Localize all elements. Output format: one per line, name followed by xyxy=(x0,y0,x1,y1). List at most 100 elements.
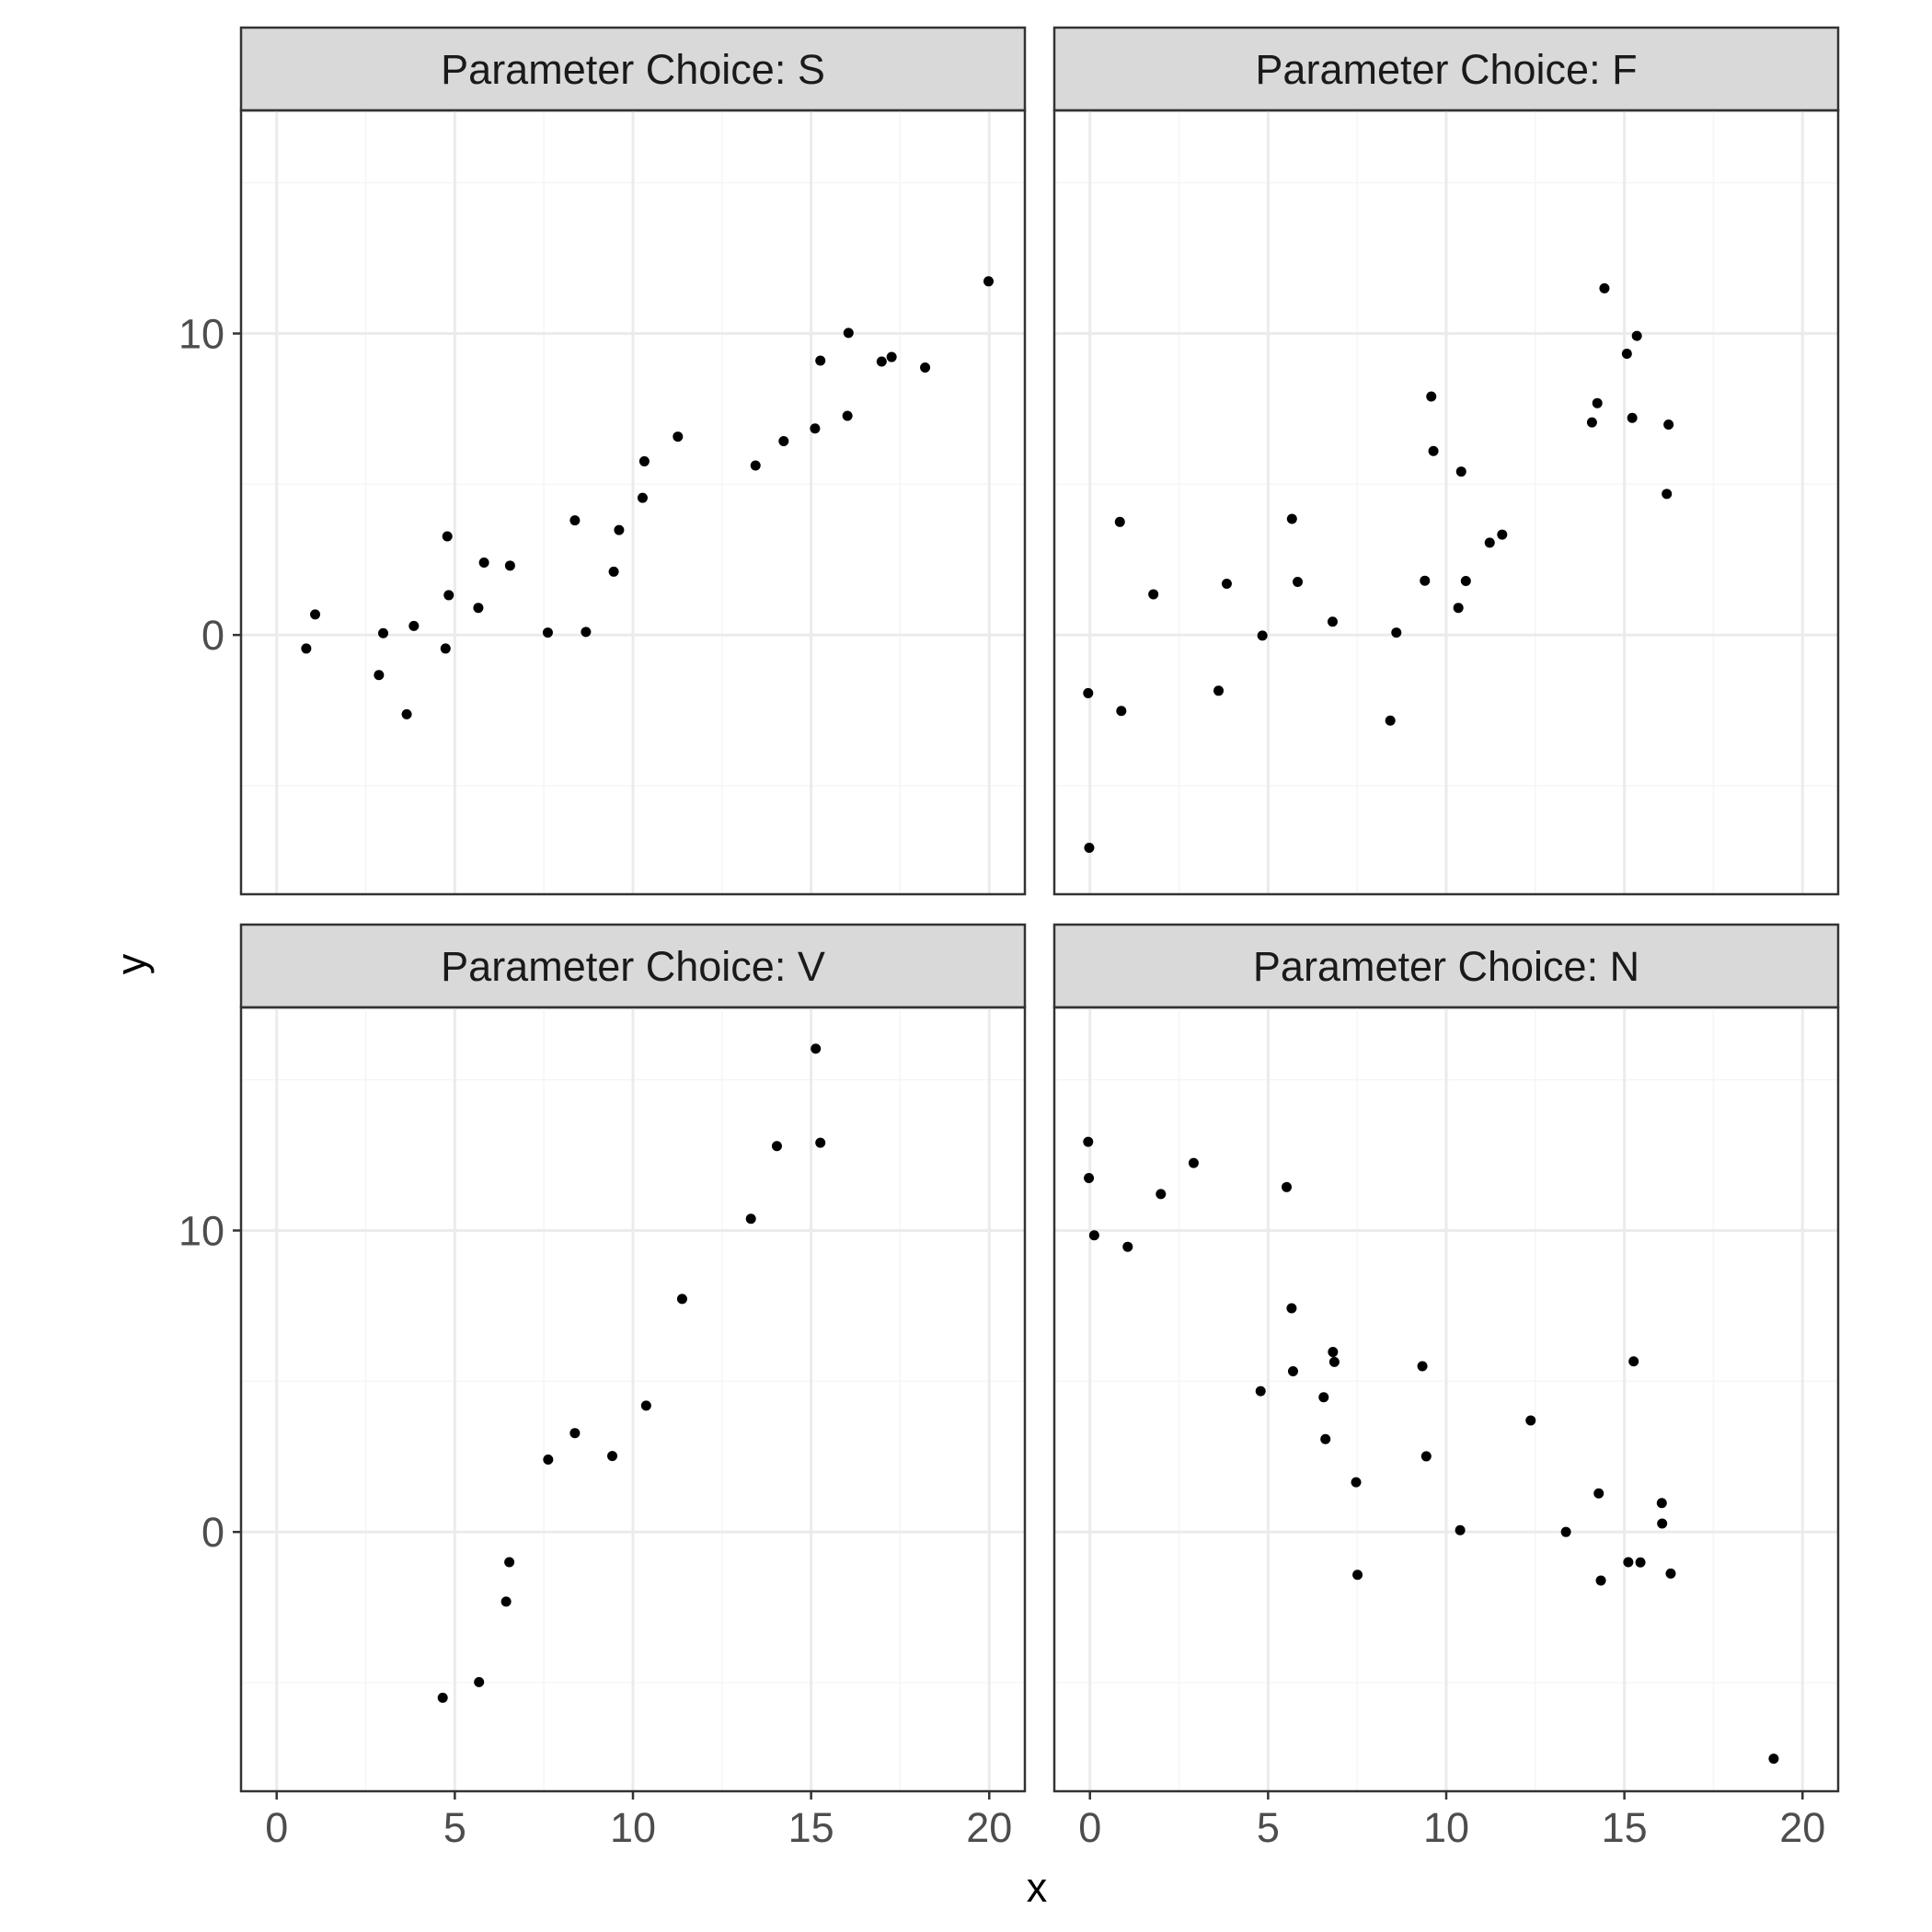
panel-border xyxy=(1052,109,1840,896)
data-point xyxy=(1525,1415,1536,1426)
data-point xyxy=(1453,603,1464,614)
data-point xyxy=(543,1455,554,1466)
data-point xyxy=(1188,1157,1199,1168)
data-point xyxy=(569,515,581,526)
facet-strip-label: Parameter Choice: F xyxy=(1255,46,1637,93)
data-point xyxy=(1114,516,1125,527)
data-point xyxy=(1657,1518,1668,1529)
data-point xyxy=(440,643,451,654)
x-tick-label: 5 xyxy=(1257,1804,1280,1851)
data-point xyxy=(443,590,454,601)
data-point xyxy=(1257,630,1268,641)
data-point xyxy=(1351,1477,1362,1488)
data-point xyxy=(815,1137,826,1148)
data-point xyxy=(1665,1568,1676,1579)
data-point xyxy=(842,410,853,421)
data-point xyxy=(374,670,385,681)
data-point xyxy=(1328,1356,1340,1367)
data-point xyxy=(1213,685,1225,696)
data-point xyxy=(1627,412,1638,423)
data-point xyxy=(1148,589,1159,600)
panel-border xyxy=(239,109,1027,896)
data-point xyxy=(1623,1557,1634,1568)
data-point xyxy=(638,455,650,466)
data-point xyxy=(1156,1189,1167,1200)
data-point xyxy=(1621,348,1632,359)
data-point xyxy=(843,328,854,339)
data-point xyxy=(750,460,761,471)
data-point xyxy=(1320,1433,1331,1444)
data-point xyxy=(1122,1241,1133,1252)
facet-strip-label: Parameter Choice: N xyxy=(1253,943,1639,990)
data-point xyxy=(778,435,789,446)
data-point xyxy=(1484,537,1495,548)
data-point xyxy=(1287,1366,1298,1377)
data-point xyxy=(1768,1754,1779,1765)
facet-panel-parameter-choice-v: Parameter Choice: V 0 10 0 5 10 15 20 xyxy=(178,923,1027,1851)
data-point xyxy=(1084,843,1095,854)
data-point xyxy=(301,643,312,654)
data-point xyxy=(1428,445,1439,456)
data-point xyxy=(1221,578,1232,589)
data-point xyxy=(1255,1386,1266,1397)
facet-strip xyxy=(239,26,1027,112)
data-point xyxy=(1088,1230,1099,1241)
data-point xyxy=(607,1451,618,1462)
data-point xyxy=(581,627,592,638)
data-point xyxy=(401,708,412,719)
data-point xyxy=(1084,1172,1095,1183)
data-point xyxy=(1560,1526,1571,1537)
data-point xyxy=(1083,1136,1094,1147)
data-point xyxy=(1417,1361,1428,1372)
data-point xyxy=(378,627,389,638)
data-point xyxy=(1293,577,1304,588)
x-tick-label: 15 xyxy=(788,1804,834,1851)
data-point xyxy=(442,531,453,542)
axes: x y xyxy=(108,953,1048,1911)
data-point xyxy=(1592,397,1603,408)
y-tick-label: 0 xyxy=(201,1509,224,1556)
data-point xyxy=(504,560,515,571)
data-point xyxy=(673,431,684,443)
data-point xyxy=(920,362,931,374)
data-point xyxy=(1328,1347,1339,1358)
data-point xyxy=(886,351,897,362)
data-point xyxy=(637,492,648,503)
data-point xyxy=(608,566,619,577)
y-tick-label: 10 xyxy=(178,310,224,357)
data-point xyxy=(983,276,994,287)
data-point xyxy=(1595,1575,1606,1586)
data-point xyxy=(1420,1451,1432,1462)
data-point xyxy=(1662,489,1673,500)
data-point xyxy=(1631,330,1642,341)
facet-strip-label: Parameter Choice: V xyxy=(441,943,825,990)
data-point xyxy=(1352,1570,1363,1581)
data-point xyxy=(1599,282,1610,293)
data-point xyxy=(1663,419,1674,430)
data-point xyxy=(1593,1488,1604,1499)
facet-panel-parameter-choice-f: Parameter Choice: F xyxy=(1052,26,1840,896)
x-tick-label: 20 xyxy=(966,1804,1012,1851)
data-point xyxy=(1586,417,1597,428)
x-tick-label: 0 xyxy=(265,1804,288,1851)
data-point xyxy=(1083,687,1094,698)
x-tick-label: 5 xyxy=(443,1804,466,1851)
data-point xyxy=(771,1141,782,1152)
data-point xyxy=(1460,576,1471,587)
data-point xyxy=(815,355,826,366)
data-point xyxy=(478,558,489,569)
y-axis-title: y xyxy=(108,953,155,974)
data-point xyxy=(811,1043,822,1054)
data-point xyxy=(1426,391,1437,402)
data-point xyxy=(569,1428,581,1439)
x-tick-label: 0 xyxy=(1078,1804,1101,1851)
facet-strip xyxy=(1052,26,1840,112)
data-point xyxy=(1286,513,1297,524)
y-tick-label: 0 xyxy=(201,612,224,659)
panel-plot-area xyxy=(1054,110,1838,894)
data-point xyxy=(310,609,321,620)
y-tick-label: 10 xyxy=(178,1207,224,1254)
x-tick-label: 15 xyxy=(1602,1804,1648,1851)
x-axis-title: x xyxy=(1027,1864,1048,1911)
